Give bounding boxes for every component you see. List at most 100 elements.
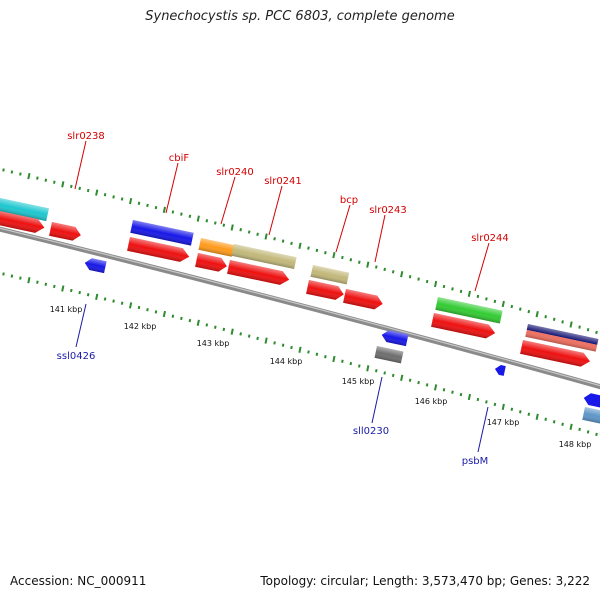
inner-minor-tick bbox=[383, 371, 386, 375]
outer-minor-tick bbox=[451, 287, 454, 291]
inner-minor-tick bbox=[86, 293, 90, 297]
gene-label-bcp[interactable]: bcp bbox=[340, 195, 358, 206]
inner-minor-tick bbox=[44, 282, 48, 286]
inner-major-tick bbox=[230, 328, 234, 335]
outer-minor-tick bbox=[78, 186, 81, 191]
inner-minor-tick bbox=[510, 407, 514, 411]
cds-arrow-ssl0426[interactable] bbox=[84, 257, 107, 274]
cds-arrow-right-edge[interactable] bbox=[520, 340, 591, 368]
outer-minor-tick bbox=[180, 212, 183, 216]
gene-label-slr0240[interactable]: slr0240 bbox=[216, 167, 254, 178]
gene-label-cbiF[interactable]: cbiF bbox=[169, 153, 190, 164]
inner-minor-tick bbox=[442, 388, 446, 392]
outer-minor-tick bbox=[70, 184, 73, 189]
cds-arrow-slr0238[interactable] bbox=[0, 210, 46, 235]
outer-minor-tick bbox=[188, 214, 192, 218]
cds-arrow-slr0243[interactable] bbox=[343, 289, 384, 311]
gene-label-slr0243[interactable]: slr0243 bbox=[369, 205, 407, 216]
feature-navy-block[interactable] bbox=[525, 324, 599, 352]
outer-minor-tick bbox=[442, 284, 446, 289]
outer-major-tick bbox=[95, 189, 99, 196]
outer-minor-tick bbox=[290, 241, 293, 246]
kbp-label-144: 144 kbp bbox=[270, 357, 303, 366]
genome-backbone-highlight bbox=[0, 227, 600, 387]
kbp-label-141: 141 kbp bbox=[50, 305, 83, 314]
inner-minor-tick bbox=[171, 314, 175, 318]
outer-minor-tick bbox=[247, 230, 251, 234]
inner-minor-tick bbox=[451, 390, 454, 394]
cds-arrow-psbM[interactable] bbox=[494, 364, 506, 376]
outer-minor-tick bbox=[120, 197, 124, 201]
outer-minor-tick bbox=[519, 307, 522, 311]
outer-minor-tick bbox=[256, 232, 259, 236]
inner-major-tick bbox=[332, 355, 336, 363]
outer-minor-tick bbox=[86, 188, 90, 193]
inner-tick-track bbox=[2, 272, 598, 437]
inner-minor-tick bbox=[315, 352, 319, 356]
cds-arrow-cbiF[interactable] bbox=[127, 237, 191, 264]
gene-label-psbM[interactable]: psbM bbox=[462, 456, 489, 467]
outer-minor-tick bbox=[358, 260, 361, 264]
cds-arrow-small-1[interactable] bbox=[49, 222, 82, 242]
reverse-leader-lines bbox=[75, 303, 489, 453]
inner-major-tick bbox=[501, 403, 505, 411]
gene-label-slr0238[interactable]: slr0238 bbox=[67, 131, 105, 142]
inner-minor-tick bbox=[307, 350, 310, 354]
outer-major-tick bbox=[27, 172, 31, 180]
cds-arrow-sll0230[interactable] bbox=[381, 329, 409, 347]
outer-major-tick bbox=[128, 197, 133, 205]
inner-minor-tick bbox=[53, 284, 56, 289]
cds-arrow-slr0244[interactable] bbox=[431, 313, 497, 340]
inner-minor-tick bbox=[256, 336, 259, 341]
feature-steelblue-block[interactable] bbox=[582, 407, 600, 424]
inner-minor-tick bbox=[586, 430, 590, 434]
outer-minor-tick bbox=[137, 201, 141, 205]
inner-minor-tick bbox=[180, 316, 183, 321]
kbp-label-148: 148 kbp bbox=[559, 440, 592, 449]
inner-minor-tick bbox=[70, 288, 73, 293]
genome-stats-label: Topology: circular; Length: 3,573,470 bp… bbox=[260, 574, 590, 588]
inner-minor-tick bbox=[2, 272, 5, 276]
inner-minor-tick bbox=[578, 427, 581, 432]
outer-minor-tick bbox=[146, 203, 149, 208]
inner-minor-tick bbox=[341, 359, 344, 363]
cds-arrow-right-edge-reverse[interactable] bbox=[583, 392, 600, 408]
gene-label-slr0244[interactable]: slr0244 bbox=[471, 233, 509, 244]
feature-blue-cbiF[interactable] bbox=[130, 220, 194, 246]
gene-label-slr0241[interactable]: slr0241 bbox=[264, 176, 302, 187]
feature-khaki-bcp[interactable] bbox=[310, 265, 350, 285]
inner-minor-tick bbox=[561, 422, 564, 426]
inner-minor-tick bbox=[214, 325, 217, 329]
inner-major-tick bbox=[569, 423, 573, 430]
feature-orange-slr0240[interactable] bbox=[198, 238, 235, 257]
outer-major-tick bbox=[196, 215, 200, 222]
inner-minor-tick bbox=[552, 420, 556, 424]
outer-minor-tick bbox=[375, 265, 378, 269]
outer-minor-tick bbox=[341, 255, 344, 260]
gene-label-ssl0426[interactable]: ssl0426 bbox=[57, 351, 96, 362]
cds-arrow-bcp[interactable] bbox=[306, 280, 345, 301]
outer-minor-tick bbox=[53, 180, 56, 184]
inner-minor-tick bbox=[527, 412, 531, 416]
inner-major-tick bbox=[433, 384, 438, 391]
feature-cyan-slr0238[interactable] bbox=[0, 195, 49, 222]
outer-minor-tick bbox=[391, 270, 395, 274]
feature-khaki-slr0241[interactable] bbox=[231, 243, 297, 270]
outer-minor-tick bbox=[154, 205, 158, 210]
gene-label-sll0230[interactable]: sll0230 bbox=[353, 426, 389, 437]
inner-major-tick bbox=[128, 302, 133, 309]
inner-minor-tick bbox=[273, 341, 276, 345]
inner-minor-tick bbox=[391, 373, 395, 378]
feature-gray-block[interactable] bbox=[374, 346, 404, 364]
outer-minor-tick bbox=[214, 221, 217, 225]
feature-green-slr0244[interactable] bbox=[435, 297, 503, 324]
outer-minor-tick bbox=[417, 277, 420, 281]
outer-major-tick bbox=[332, 251, 336, 259]
inner-minor-tick bbox=[19, 276, 22, 280]
cds-arrow-slr0241[interactable] bbox=[227, 260, 291, 287]
cds-arrow-slr0240[interactable] bbox=[195, 253, 228, 273]
inner-minor-tick bbox=[519, 410, 522, 414]
outer-major-tick bbox=[467, 290, 472, 298]
inner-minor-tick bbox=[78, 290, 81, 295]
kbp-label-142: 142 kbp bbox=[124, 322, 157, 331]
